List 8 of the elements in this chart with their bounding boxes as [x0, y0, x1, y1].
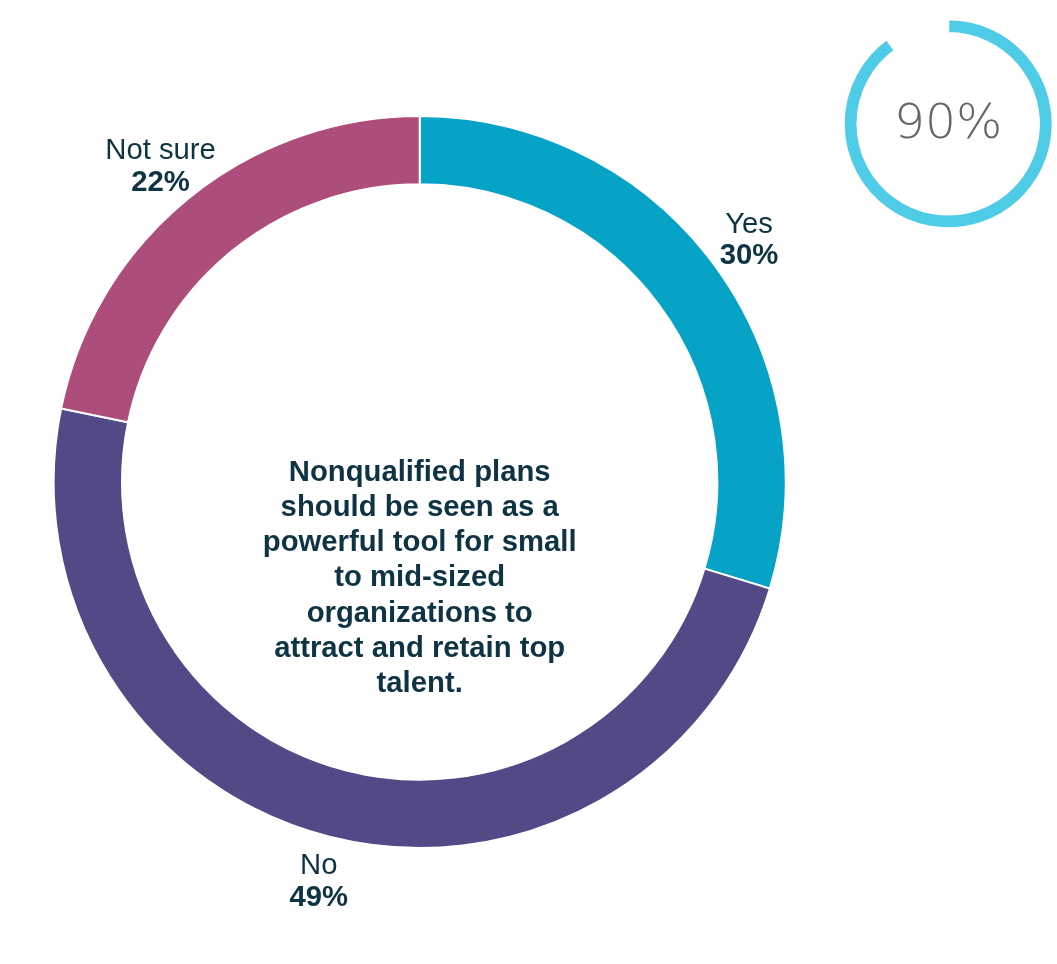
slice-label: Yes — [725, 207, 773, 240]
slice-label: Not sure — [105, 133, 216, 166]
text: Nonqualified plans should be seen as a powerful tool for small to mid-sized organizations to attract and retain top talent. — [262, 455, 577, 698]
data-label: 22% — [131, 164, 190, 197]
data-label: 49% — [289, 879, 349, 912]
slice-label: No — [300, 848, 338, 881]
data-label: 30% — [719, 238, 779, 271]
data-label: 90% — [893, 93, 1003, 151]
